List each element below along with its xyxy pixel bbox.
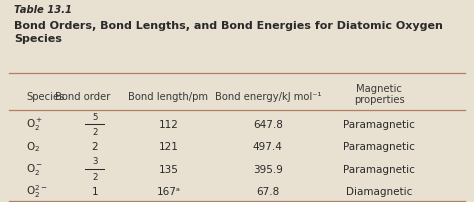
Text: O$_2^{2-}$: O$_2^{2-}$: [26, 183, 48, 199]
Text: Paramagnetic: Paramagnetic: [343, 141, 415, 152]
Text: Bond length/pm: Bond length/pm: [128, 92, 208, 102]
Text: Bond energy/kJ mol⁻¹: Bond energy/kJ mol⁻¹: [215, 92, 321, 102]
Text: 135: 135: [158, 164, 178, 174]
Text: 497.4: 497.4: [253, 141, 283, 152]
Text: 1: 1: [91, 186, 98, 196]
Text: Diamagnetic: Diamagnetic: [346, 186, 412, 196]
Text: 2: 2: [91, 141, 98, 152]
Text: Magnetic
properties: Magnetic properties: [354, 83, 405, 105]
Text: Paramagnetic: Paramagnetic: [343, 164, 415, 174]
Text: 3: 3: [92, 157, 98, 165]
Text: Bond Orders, Bond Lengths, and Bond Energies for Diatomic Oxygen
Species: Bond Orders, Bond Lengths, and Bond Ener…: [14, 21, 443, 43]
Text: O$_2^+$: O$_2^+$: [26, 116, 43, 132]
Text: 395.9: 395.9: [253, 164, 283, 174]
Text: 2: 2: [92, 172, 98, 181]
Text: Paramagnetic: Paramagnetic: [343, 119, 415, 129]
Text: O$_2^-$: O$_2^-$: [26, 161, 43, 176]
Text: 112: 112: [158, 119, 178, 129]
Text: 5: 5: [92, 112, 98, 121]
Text: Species: Species: [26, 92, 64, 102]
Text: 167ᵃ: 167ᵃ: [156, 186, 180, 196]
Text: 647.8: 647.8: [253, 119, 283, 129]
Text: Table 13.1: Table 13.1: [14, 5, 72, 15]
Text: 67.8: 67.8: [256, 186, 280, 196]
Text: Bond order: Bond order: [55, 92, 110, 102]
Text: O$_2$: O$_2$: [26, 140, 40, 153]
Text: 2: 2: [92, 127, 98, 136]
Text: 121: 121: [158, 141, 178, 152]
